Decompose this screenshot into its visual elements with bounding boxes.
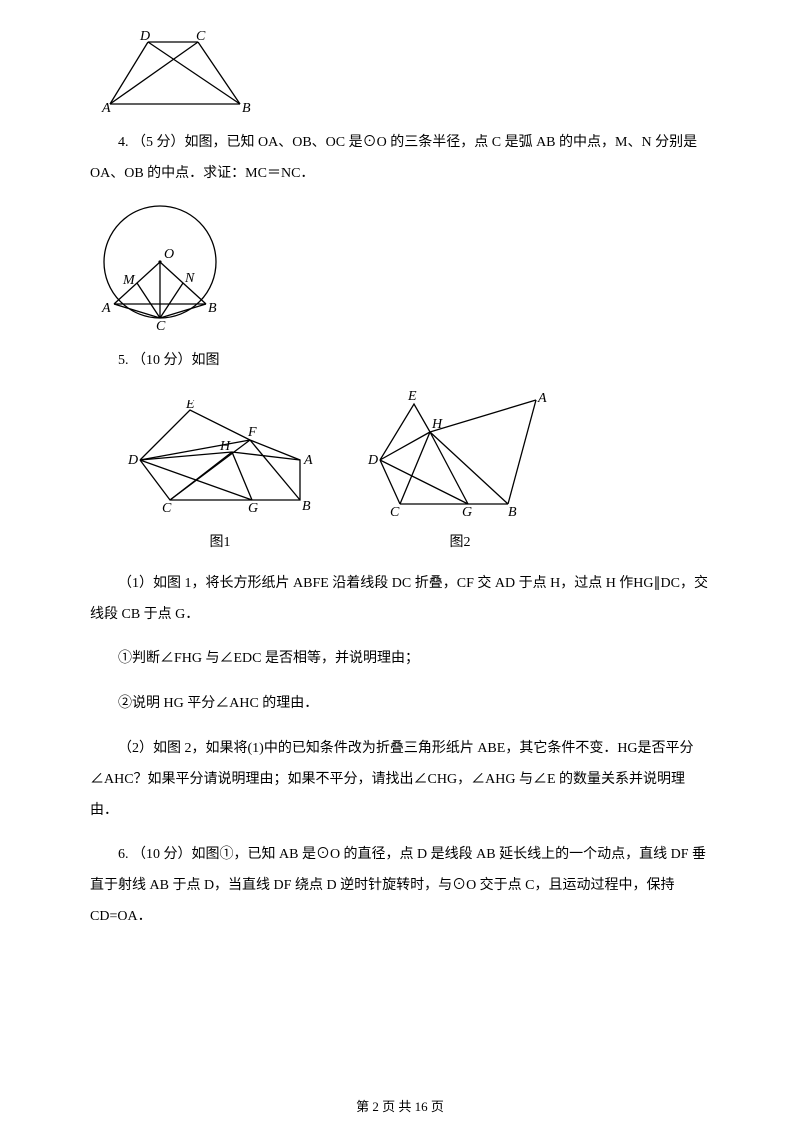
svg-text:A: A [303, 453, 313, 468]
svg-text:D: D [367, 453, 378, 468]
svg-text:B: B [208, 301, 217, 316]
svg-text:A: A [101, 301, 111, 316]
svg-text:C: C [390, 505, 400, 520]
figure-q4: O A B C M N [90, 204, 710, 332]
q5-text: 5. （10 分）如图 [90, 346, 710, 377]
q5-p1b: ②说明 HG 平分∠AHC 的理由． [90, 689, 710, 720]
svg-text:C: C [196, 30, 206, 44]
figure-q5-row: D E F A B G C H 图1 [120, 390, 710, 554]
svg-text:C: C [162, 501, 172, 516]
q5-p1a: ①判断∠FHG 与∠EDC 是否相等，并说明理由； [90, 644, 710, 675]
caption-fig1: 图1 [120, 532, 320, 554]
svg-text:A: A [101, 101, 111, 114]
page-footer: 第 2 页 共 16 页 [0, 1097, 800, 1118]
svg-text:N: N [184, 271, 195, 286]
svg-text:F: F [247, 425, 257, 440]
svg-text:B: B [508, 505, 517, 520]
svg-text:E: E [407, 390, 417, 404]
caption-fig2: 图2 [360, 532, 560, 554]
q4-text: 4. （5 分）如图，已知 OA、OB、OC 是⊙O 的三条半径，点 C 是弧 … [90, 128, 710, 190]
svg-text:C: C [156, 319, 166, 332]
svg-text:E: E [185, 400, 195, 412]
figure-q5-1: D E F A B G C H 图1 [120, 400, 320, 554]
figure-q5-2: D E A H C G B 图2 [360, 390, 560, 554]
svg-text:D: D [127, 453, 138, 468]
svg-text:H: H [219, 439, 231, 454]
svg-text:G: G [248, 501, 258, 516]
svg-text:B: B [242, 101, 251, 114]
figure-q3: A B C D [96, 30, 710, 114]
q5-p1: （1）如图 1，将长方形纸片 ABFE 沿着线段 DC 折叠，CF 交 AD 于… [90, 569, 710, 631]
svg-text:D: D [139, 30, 150, 44]
svg-text:B: B [302, 499, 311, 514]
q6-text: 6. （10 分）如图①，已知 AB 是⊙O 的直径，点 D 是线段 AB 延长… [90, 840, 710, 932]
svg-text:A: A [537, 391, 547, 406]
svg-text:O: O [164, 247, 174, 262]
q5-p2: （2）如图 2，如果将(1)中的已知条件改为折叠三角形纸片 ABE，其它条件不变… [90, 734, 710, 826]
svg-text:H: H [431, 417, 443, 432]
svg-text:M: M [122, 273, 136, 288]
svg-text:G: G [462, 505, 472, 520]
